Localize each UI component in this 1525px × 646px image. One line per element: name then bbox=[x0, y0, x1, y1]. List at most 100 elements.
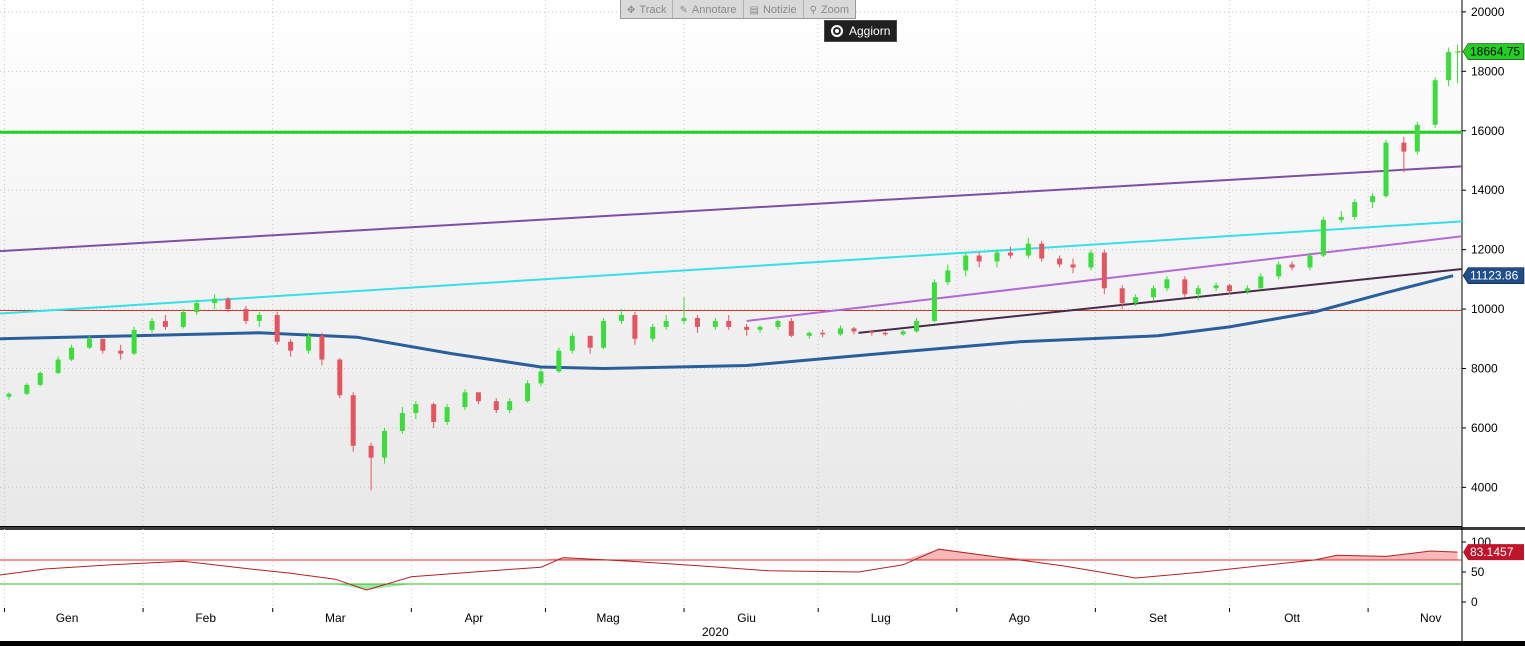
candle-body bbox=[243, 309, 249, 321]
price-tick-label: 14000 bbox=[1471, 183, 1505, 197]
candle-body bbox=[86, 338, 92, 348]
candle-body bbox=[820, 332, 826, 335]
candle-body bbox=[6, 393, 12, 397]
candle-body bbox=[788, 320, 794, 336]
chart-toolbar: ✥ Track ✎ Annotare ▤ Notizie ⚲ Zoom bbox=[620, 0, 857, 19]
candle-body bbox=[462, 392, 468, 408]
candle-body bbox=[694, 317, 700, 327]
candle-body bbox=[1182, 279, 1188, 295]
candle-body bbox=[212, 298, 218, 304]
rsi-line bbox=[0, 548, 1458, 591]
price-tick-label: 16000 bbox=[1471, 124, 1505, 138]
candle-body bbox=[914, 320, 920, 332]
candle-body bbox=[194, 303, 200, 313]
candle-body bbox=[587, 335, 593, 348]
price-tick-label: 6000 bbox=[1471, 421, 1498, 435]
zoom-button[interactable]: ⚲ Zoom bbox=[804, 0, 855, 18]
month-label: Mag bbox=[596, 611, 619, 625]
price-tick-label: 4000 bbox=[1471, 480, 1498, 494]
candle-body bbox=[37, 372, 43, 385]
candle-body bbox=[1151, 288, 1157, 298]
annotare-label: Annotare bbox=[691, 4, 737, 16]
candle-body bbox=[869, 331, 875, 333]
cyan-trendline bbox=[0, 220, 1463, 315]
ma-value-badge: 11123.86 bbox=[1462, 267, 1525, 284]
candle-body bbox=[475, 392, 481, 402]
candle-body bbox=[569, 335, 575, 351]
bottom-axis-background bbox=[0, 608, 1462, 641]
candle-body bbox=[1101, 252, 1107, 289]
candle-body bbox=[507, 401, 513, 411]
track-button[interactable]: ✥ Track bbox=[621, 0, 674, 18]
candle-body bbox=[757, 326, 763, 330]
candle-body bbox=[851, 328, 857, 332]
candle-body bbox=[1039, 243, 1045, 259]
panel-divider bbox=[0, 527, 1525, 530]
candle-body bbox=[538, 371, 544, 384]
candle-body bbox=[399, 413, 405, 431]
candle-body bbox=[1414, 124, 1420, 152]
price-tick-label: 20000 bbox=[1471, 5, 1505, 19]
purple-upper-trendline bbox=[0, 165, 1463, 253]
candle-body bbox=[1383, 142, 1389, 197]
radio-icon bbox=[831, 25, 843, 37]
candle-body bbox=[225, 298, 231, 310]
crosshair-icon: ✥ bbox=[627, 4, 636, 16]
notizie-button[interactable]: ▤ Notizie bbox=[744, 0, 804, 18]
candle-body bbox=[256, 315, 262, 321]
price-panel-background bbox=[0, 0, 1462, 526]
candle-body bbox=[350, 395, 356, 446]
candle-body bbox=[131, 329, 137, 354]
price-tick-label: 10000 bbox=[1471, 302, 1505, 316]
candle-body bbox=[632, 315, 638, 339]
refresh-toggle[interactable]: Aggiorn bbox=[824, 20, 898, 42]
candle-body bbox=[180, 312, 186, 327]
candle-body bbox=[525, 383, 531, 402]
month-label: Gen bbox=[56, 611, 79, 625]
notizie-label: Notizie bbox=[762, 4, 797, 16]
candle-body bbox=[945, 270, 951, 283]
candle-body bbox=[1213, 285, 1219, 289]
candle-body bbox=[1088, 252, 1094, 268]
candle-body bbox=[69, 347, 75, 360]
candle-body bbox=[1025, 243, 1031, 256]
candle-body bbox=[149, 320, 155, 330]
candle-body bbox=[337, 359, 343, 396]
candle-body bbox=[274, 315, 280, 342]
candle-body bbox=[382, 430, 388, 458]
candle-body bbox=[1307, 255, 1313, 268]
candle-body bbox=[118, 350, 124, 354]
candle-body bbox=[1057, 258, 1063, 265]
candle-body bbox=[1276, 264, 1282, 277]
candle-body bbox=[493, 401, 499, 411]
candle-body bbox=[1133, 297, 1139, 304]
magnifier-icon: ⚲ bbox=[809, 4, 817, 16]
candle-body bbox=[55, 359, 61, 373]
candle-body bbox=[976, 255, 982, 262]
year-label: 2020 bbox=[702, 625, 729, 639]
candle-body bbox=[1258, 276, 1264, 289]
candle-body bbox=[1401, 142, 1407, 152]
candle-body bbox=[806, 332, 812, 336]
candle-body bbox=[431, 404, 437, 422]
annotare-button[interactable]: ✎ Annotare bbox=[673, 0, 744, 18]
candle-body bbox=[24, 384, 30, 394]
candle-body bbox=[650, 326, 656, 339]
last-price-badge: 18664.75 bbox=[1462, 43, 1525, 60]
last-price-badge-text: 18664.75 bbox=[1470, 45, 1520, 59]
right-axis-background bbox=[1462, 0, 1525, 641]
price-tick-label: 12000 bbox=[1471, 243, 1505, 257]
last-price-badge-shape bbox=[1462, 43, 1525, 60]
track-label: Track bbox=[639, 4, 667, 16]
news-icon: ▤ bbox=[749, 4, 759, 16]
rsi-tick-label: 50 bbox=[1471, 565, 1485, 579]
rsi-value-badge: 83.1457 bbox=[1463, 544, 1524, 561]
ma-value-badge-text: 11123.86 bbox=[1470, 269, 1519, 283]
price-tick-label: 8000 bbox=[1471, 361, 1498, 375]
candle-body bbox=[882, 332, 888, 335]
candle-body bbox=[712, 320, 718, 327]
rsi-value-badge-shape bbox=[1463, 544, 1524, 561]
rsi-tick-label: 0 bbox=[1471, 595, 1478, 609]
